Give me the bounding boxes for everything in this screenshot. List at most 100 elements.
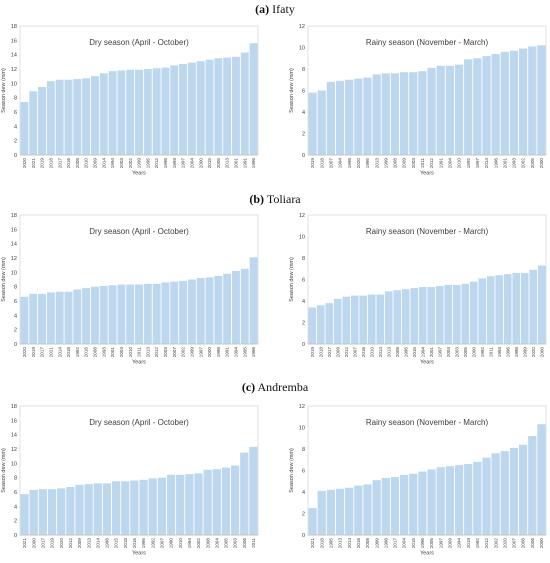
y-tick-label: 2 (14, 328, 17, 334)
x-tick-label: 1998 (216, 347, 221, 358)
bar (491, 53, 500, 156)
bar (135, 69, 143, 155)
x-tick-label: 2011 (420, 158, 425, 168)
bar (469, 281, 478, 344)
chart-panel-toliara-dry: 0 2 4 6 8 10 12 14 16 18 2020 2019 2017 2021 2014 2018 1… (0, 211, 262, 366)
bar-chart: 0 2 4 6 8 10 12 14 16 18 2021 2000 2017 2019 2020 2012 2… (1, 404, 259, 557)
bar (418, 287, 427, 344)
x-tick-label: 2008 (205, 538, 210, 549)
x-tick-label: 2020 (22, 347, 27, 358)
x-tick-label: 2017 (393, 538, 398, 549)
x-tick-label: 1992 (480, 347, 485, 358)
bar (157, 477, 167, 535)
bar-chart: 0 2 4 6 8 10 12 14 16 18 2020 2019 2017 2021 2014 2018 1… (1, 213, 259, 366)
bar (20, 494, 29, 535)
y-tick-label: 6 (14, 299, 17, 305)
bar (73, 289, 82, 344)
x-tick-label: 2012 (429, 158, 434, 169)
bar (117, 284, 126, 344)
section-name: Andremba (257, 380, 309, 394)
bar (520, 273, 529, 344)
x-tick-label: 1996 (251, 347, 256, 358)
bar (102, 483, 112, 535)
bar (38, 293, 47, 344)
x-tick-label: 2021 (48, 347, 53, 358)
x-tick-label: 1997 (438, 538, 443, 549)
x-tick-label: 2017 (57, 158, 62, 169)
y-tick-label: 2 (302, 132, 305, 138)
x-tick-label: 2020 (502, 538, 507, 549)
x-axis-label: Years (132, 551, 146, 557)
x-tick-label: 1992 (475, 538, 480, 549)
x-axis-label: Years (132, 171, 146, 177)
chart-panel-toliara-rainy: 0 2 4 6 8 10 12 2019 2018 2017 2009 2012 2007 2016 201… (288, 211, 550, 366)
bar (230, 465, 240, 535)
x-tick-label: 2013 (145, 347, 150, 358)
y-tick-label: 12 (299, 404, 305, 410)
y-tick-label: 14 (11, 433, 17, 439)
x-tick-label: 1991 (225, 347, 230, 358)
x-tick-label: 1994 (187, 538, 192, 549)
x-tick-label: 2007 (159, 538, 164, 549)
x-tick-label: 2000 (539, 347, 544, 358)
y-tick-label: 2 (302, 512, 305, 518)
x-tick-label: 2001 (429, 347, 434, 358)
x-tick-label: 2008 (521, 538, 526, 549)
x-tick-label: 2014 (347, 538, 352, 549)
x-tick-label: 1994 (457, 538, 462, 549)
x-tick-label: 1992 (466, 158, 471, 169)
chart-title: Rainy season (November - March) (366, 418, 489, 427)
section-title-c: (c) Andremba (0, 380, 550, 395)
bar (135, 284, 143, 344)
x-tick-label: 2017 (327, 347, 332, 358)
x-tick-label: 1994 (338, 158, 343, 169)
bar (29, 489, 38, 535)
bar (372, 480, 381, 535)
x-tick-label: 2010 (84, 158, 89, 169)
bar (427, 67, 436, 155)
x-tick-label: 2005 (463, 347, 468, 358)
x-tick-label: 2021 (310, 538, 315, 549)
x-tick-label: 2010 (369, 347, 374, 358)
bar (187, 279, 196, 344)
x-tick-label: 2019 (40, 158, 45, 169)
section-name: Ifaty (272, 2, 295, 16)
x-tick-label: 2002 (493, 538, 498, 549)
bar (359, 295, 368, 344)
x-axis-label: Years (420, 551, 434, 557)
y-tick-label: 8 (14, 285, 17, 291)
x-tick-label: 1995 (141, 538, 146, 549)
x-tick-label: 2007 (352, 347, 357, 358)
bar (139, 479, 148, 535)
bar (117, 70, 126, 155)
y-tick-label: 0 (14, 153, 17, 159)
x-tick-label: 1991 (242, 158, 247, 169)
bar (66, 486, 75, 535)
y-axis-label: Season dew (mm) (1, 257, 7, 302)
section-title-b: (b) Toliara (0, 192, 550, 207)
x-tick-label: 1994 (420, 347, 425, 358)
x-tick-label: 2014 (57, 347, 62, 358)
x-tick-label: 2012 (154, 158, 159, 169)
x-tick-label: 2019 (31, 347, 36, 358)
x-tick-label: 2019 (310, 158, 315, 169)
x-tick-label: 2013 (225, 158, 230, 169)
y-tick-label: 8 (14, 96, 17, 102)
x-tick-label: 1995 (242, 347, 247, 358)
bar (399, 474, 409, 535)
bar (55, 79, 64, 155)
y-tick-label: 4 (302, 490, 305, 496)
x-tick-label: 2013 (374, 158, 379, 169)
bar (473, 461, 482, 535)
y-tick-label: 6 (302, 278, 305, 284)
x-tick-label: 2000 (198, 158, 203, 169)
y-tick-label: 12 (11, 67, 17, 73)
bar (93, 483, 102, 535)
bar (491, 453, 500, 535)
bar (537, 424, 546, 535)
x-tick-label: 2018 (319, 538, 324, 549)
chart-panel-andremba-rainy: 0 2 4 6 8 10 12 2021 2018 1995 2013 2014 2016 2008 199… (288, 402, 550, 557)
x-tick-label: 2010 (128, 347, 133, 358)
bar (29, 293, 38, 344)
bar (333, 298, 342, 344)
